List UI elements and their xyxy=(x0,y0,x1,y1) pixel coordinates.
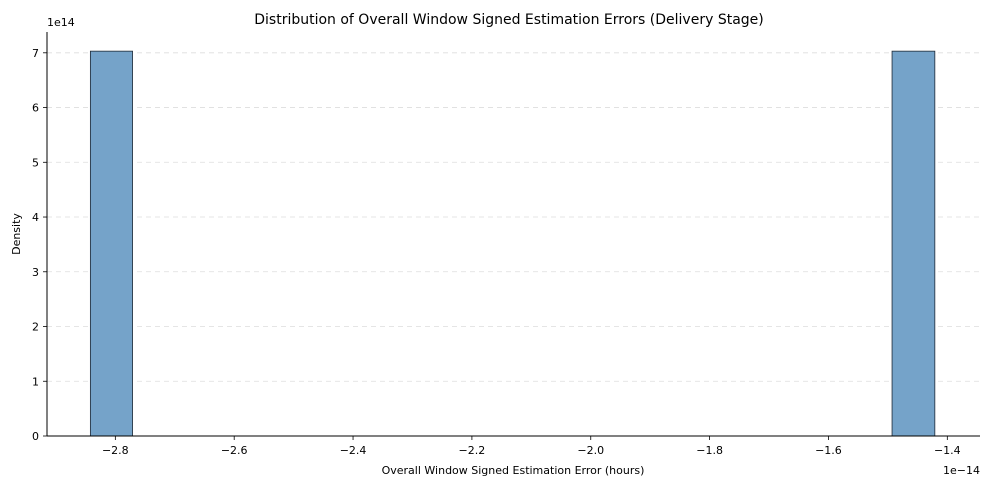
histogram-bar xyxy=(891,50,936,437)
histogram-bar xyxy=(89,50,133,437)
y-offset-label: 1e14 xyxy=(47,16,75,29)
x-tick-label: −1.8 xyxy=(696,444,723,457)
x-tick-label: −2.6 xyxy=(221,444,248,457)
y-tick-label: 0 xyxy=(32,430,39,443)
bars xyxy=(89,50,936,437)
y-tick-label: 4 xyxy=(32,211,39,224)
y-axis-label: Density xyxy=(10,213,23,255)
y-tick-label: 2 xyxy=(32,321,39,334)
y-tick-label: 3 xyxy=(32,266,39,279)
chart-title: Distribution of Overall Window Signed Es… xyxy=(254,12,764,28)
x-offset-label: 1e−14 xyxy=(943,464,980,477)
x-tick-label: −1.4 xyxy=(934,444,961,457)
y-ticks: 0 1 2 3 4 5 6 7 xyxy=(32,47,47,443)
y-tick-label: 6 xyxy=(32,102,39,115)
x-tick-label: −2.4 xyxy=(340,444,367,457)
y-tick-label: 7 xyxy=(32,47,39,60)
y-tick-label: 5 xyxy=(32,156,39,169)
y-tick-label: 1 xyxy=(32,375,39,388)
x-axis-label: Overall Window Signed Estimation Error (… xyxy=(382,464,645,477)
x-ticks: −2.8 −2.6 −2.4 −2.2 −2.0 −1.8 −1.6 −1.4 xyxy=(102,436,961,457)
x-tick-label: −2.0 xyxy=(577,444,604,457)
x-tick-label: −2.2 xyxy=(459,444,486,457)
grid-lines xyxy=(47,52,980,382)
axes xyxy=(46,32,980,437)
x-tick-label: −1.6 xyxy=(815,444,842,457)
x-tick-label: −2.8 xyxy=(102,444,129,457)
